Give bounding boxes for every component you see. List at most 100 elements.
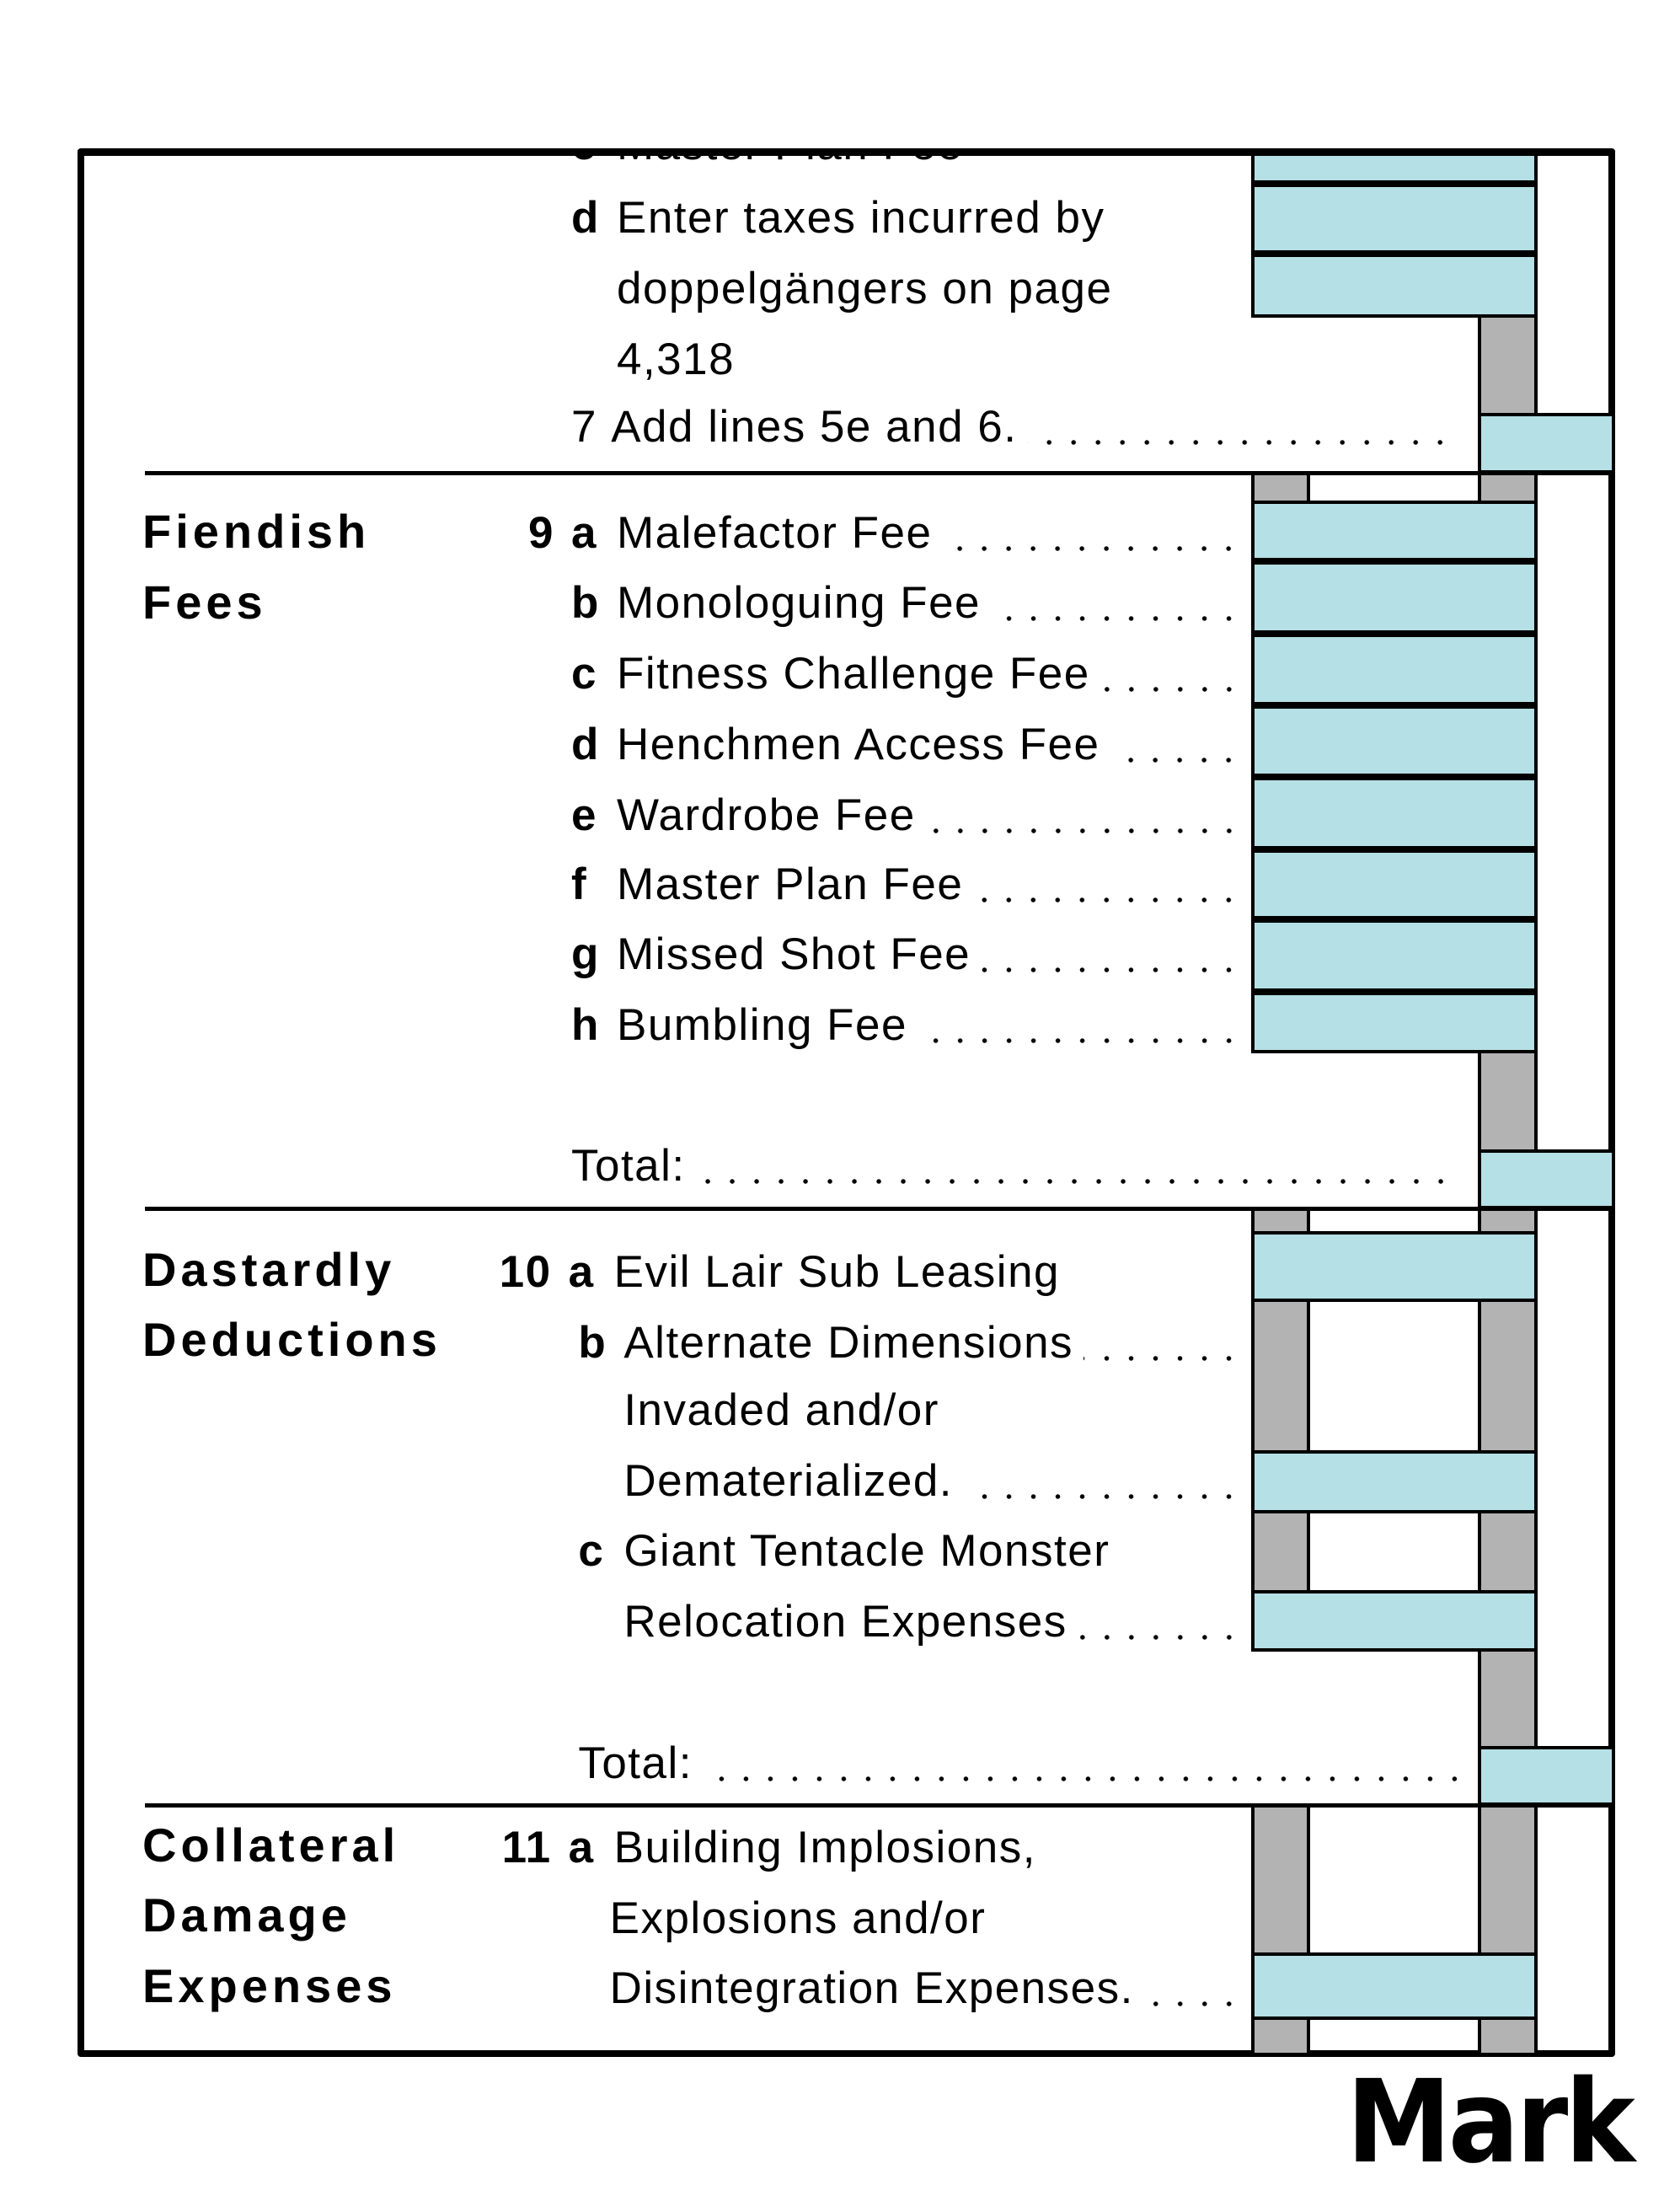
line-label: Malefactor Fee [616,507,933,558]
total-label: Total: [570,1141,686,1192]
line-label: Wardrobe Fee [616,790,916,840]
field-line-7-total[interactable] [1478,413,1615,474]
line-9g: g Missed Shot Fee [571,929,1242,981]
dot-leader [1027,402,1453,453]
field-9e[interactable] [1250,777,1538,849]
line-label: doppelgängers on page [616,264,1113,314]
field-9g[interactable] [1250,919,1538,992]
section-divider [145,1207,1615,1211]
line-label: Bumbling Fee [616,999,907,1050]
line-11a-cont: Explosions and/or [564,1893,1242,1944]
line-label: Invaded and/or [623,1385,939,1435]
line-6d-cont: 4,318 [571,335,1241,385]
section-heading-dastardly: Deductions [142,1313,441,1367]
line-letter: a [568,1822,595,1872]
field-9b[interactable] [1250,561,1538,634]
spacer-strip [1250,1513,1311,1590]
line-letter: a [570,507,597,558]
field-9d[interactable] [1250,705,1538,778]
line-letter: c [578,1526,605,1577]
fiendish-total-line: Total: [571,1141,1453,1192]
line-label: Building Implosions, [613,1822,1036,1872]
line-label: Disintegration Expenses. [609,1963,1134,2014]
line-letter: e [570,790,597,840]
dot-leader [981,929,1242,981]
dot-leader [925,790,1242,841]
line-9h: h Bumbling Fee [570,999,1242,1051]
section-heading-fiendish: Fiendish [142,505,371,559]
line-9c: c Fitness Challenge Fee [570,649,1242,700]
dot-leader [695,1141,1453,1192]
field-10a[interactable] [1250,1231,1538,1303]
spacer-strip [1478,1805,1538,1952]
line-10a: 10 a Evil Lair Sub Leasing [500,1246,1241,1298]
section-heading-fiendish: Fees [142,575,267,629]
field-10b[interactable] [1250,1449,1538,1514]
line-number: 9 [527,507,554,558]
line-9d: d Henchmen Access Fee [570,719,1242,770]
line-letter: h [570,999,600,1050]
field-9h[interactable] [1250,991,1538,1054]
line-9f: f Master Plan Fee [570,859,1242,910]
logo-mark: Mark C [1346,2056,1664,2189]
line-10c: c Giant Tentacle Monster [578,1526,1241,1577]
line-label: Relocation Expenses [623,1597,1067,1647]
line-10b: b Alternate Dimensions [578,1317,1242,1368]
line-9e: e Wardrobe Fee [570,790,1242,841]
field-6d[interactable] [1250,183,1538,254]
field-6d-2[interactable] [1250,254,1538,318]
spacer-strip [1478,1053,1538,1150]
line-number: 7 [570,402,597,453]
dot-leader [1143,1963,1242,2015]
dot-leader [1100,649,1242,700]
field-9c[interactable] [1250,633,1538,705]
field-9f[interactable] [1250,849,1538,920]
dot-leader [1110,719,1242,770]
line-label: Add lines 5e and 6. [611,402,1018,453]
line-label: Explosions and/or [609,1893,987,1943]
field-10c[interactable] [1250,1589,1538,1652]
line-label: Enter taxes incurred by [616,193,1105,244]
dastardly-total-line: Total: [578,1738,1467,1789]
spacer-strip [1250,1302,1311,1450]
line-letter: b [570,578,600,629]
dot-leader [703,1738,1467,1789]
form-top-edge [78,148,1615,156]
section-heading-dastardly: Dastardly [142,1242,396,1296]
line-label: Alternate Dimensions [623,1317,1074,1368]
line-number: 10 [499,1246,552,1297]
dot-leader [973,859,1242,910]
spacer-strip [1478,317,1538,414]
dot-leader [991,578,1242,629]
spacer-strip [1478,2020,1538,2053]
line-11a-cont: Disintegration Expenses. [564,1963,1242,2015]
line-6d: d Enter taxes incurred by [571,193,1241,244]
total-label: Total: [578,1738,693,1788]
spacer-strip [1478,1652,1538,1747]
line-letter: a [568,1246,595,1297]
line-9a: 9 a Malefactor Fee [528,507,1242,559]
section-heading-collateral: Expenses [142,1958,397,2012]
dot-leader [1077,1597,1242,1648]
line-label: Dematerialized. [623,1455,954,1506]
line-label: Fitness Challenge Fee [616,649,1090,699]
field-fiendish-total[interactable] [1478,1149,1615,1209]
line-11a: 11 a Building Implosions, [502,1822,1241,1873]
line-letter: c [570,649,597,699]
line-label: Monologuing Fee [616,578,982,629]
dot-leader [963,1455,1242,1507]
spacer-strip [1250,1208,1311,1232]
line-10b-cont: Dematerialized. [578,1455,1242,1507]
field-9a[interactable] [1250,501,1538,562]
section-divider [145,1803,1615,1808]
line-10b-cont: Invaded and/or [578,1385,1241,1436]
page-margin [0,0,1664,150]
field-11a[interactable] [1250,1952,1538,2021]
spacer-strip [1478,474,1538,501]
line-letter: d [570,193,600,244]
line-number: 11 [501,1822,552,1872]
line-7: 7 Add lines 5e and 6. [571,402,1453,453]
line-letter: f [570,859,588,909]
field-dastardly-total[interactable] [1478,1746,1615,1806]
line-letter: d [570,719,600,769]
